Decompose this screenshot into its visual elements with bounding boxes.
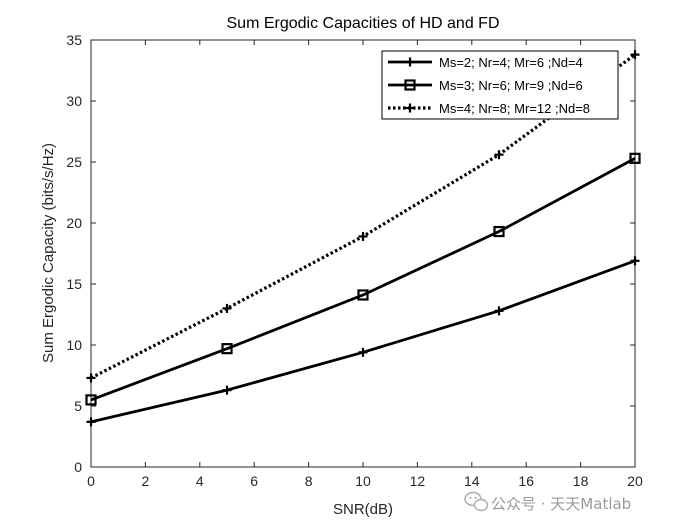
data-point-square (221, 343, 233, 355)
data-point-plus (494, 150, 504, 160)
data-point-plus (405, 57, 415, 67)
x-tick-label: 10 (355, 473, 371, 489)
y-tick-label: 20 (66, 215, 82, 231)
data-point-plus (630, 256, 640, 266)
legend-label: Ms=2; Nr=4; Mr=6 ;Nd=4 (439, 55, 583, 70)
y-tick-label: 5 (74, 398, 82, 414)
data-point-square (629, 152, 641, 164)
legend-items: Ms=2; Nr=4; Mr=6 ;Nd=4 Ms=3; Nr=6; Mr=9 ;… (388, 55, 590, 116)
x-tick-label: 2 (142, 473, 150, 489)
data-point-square (404, 79, 416, 91)
x-tick-label: 20 (627, 473, 643, 489)
watermark: 公众号 · 天天Matlab (464, 491, 631, 513)
x-tick-label: 18 (573, 473, 589, 489)
y-tick-label: 15 (66, 276, 82, 292)
x-tick-label: 4 (196, 473, 204, 489)
x-tick-label: 6 (250, 473, 258, 489)
y-tick-label: 30 (66, 93, 82, 109)
series-3 (86, 50, 640, 383)
legend-item: Ms=3; Nr=6; Mr=9 ;Nd=6 (388, 78, 583, 93)
y-axis-title: Sum Ergodic Capacity (bits/s/Hz) (40, 143, 57, 363)
y-tick-label: 25 (66, 154, 82, 170)
data-point-square (85, 394, 97, 406)
x-tick-label: 0 (87, 473, 95, 489)
y-tick-label: 35 (66, 32, 82, 48)
data-point-plus (86, 417, 96, 427)
data-point-plus (358, 347, 368, 357)
legend-item: Ms=4; Nr=8; Mr=12 ;Nd=8 (388, 101, 590, 116)
x-tick-label: 12 (410, 473, 426, 489)
y-tick-label: 0 (74, 459, 82, 475)
watermark-text: 公众号 · 天天Matlab (491, 495, 631, 513)
legend-item: Ms=2; Nr=4; Mr=6 ;Nd=4 (388, 55, 583, 70)
data-point-plus (222, 303, 232, 313)
data-point-plus (86, 373, 96, 383)
legend-label: Ms=3; Nr=6; Mr=9 ;Nd=6 (439, 78, 583, 93)
data-point-plus (405, 103, 415, 113)
legend-label: Ms=4; Nr=8; Mr=12 ;Nd=8 (439, 101, 590, 116)
series-1 (86, 256, 640, 427)
x-tick-label: 14 (464, 473, 480, 489)
x-tick-label: 8 (305, 473, 313, 489)
series-layer (85, 50, 641, 427)
data-point-plus (630, 50, 640, 60)
data-point-plus (222, 385, 232, 395)
series-2 (85, 152, 641, 406)
legend: Ms=2; Nr=4; Mr=6 ;Nd=4 Ms=3; Nr=6; Mr=9 ;… (381, 50, 619, 120)
data-point-plus (358, 231, 368, 241)
chart-title: Sum Ergodic Capacities of HD and FD (227, 15, 500, 32)
data-point-plus (494, 306, 504, 316)
wechat-icon (464, 491, 489, 512)
data-point-square (493, 225, 505, 238)
y-tick-label: 10 (66, 337, 82, 353)
data-point-square (357, 289, 369, 301)
series-line (90, 157, 636, 402)
x-axis-title: SNR(dB) (333, 501, 393, 518)
axis-ticks: 0 2 4 6 8 10 12 14 16 18 20 0 5 10 15 20 25 30 35 (66, 32, 643, 489)
x-tick-label: 16 (518, 473, 534, 489)
